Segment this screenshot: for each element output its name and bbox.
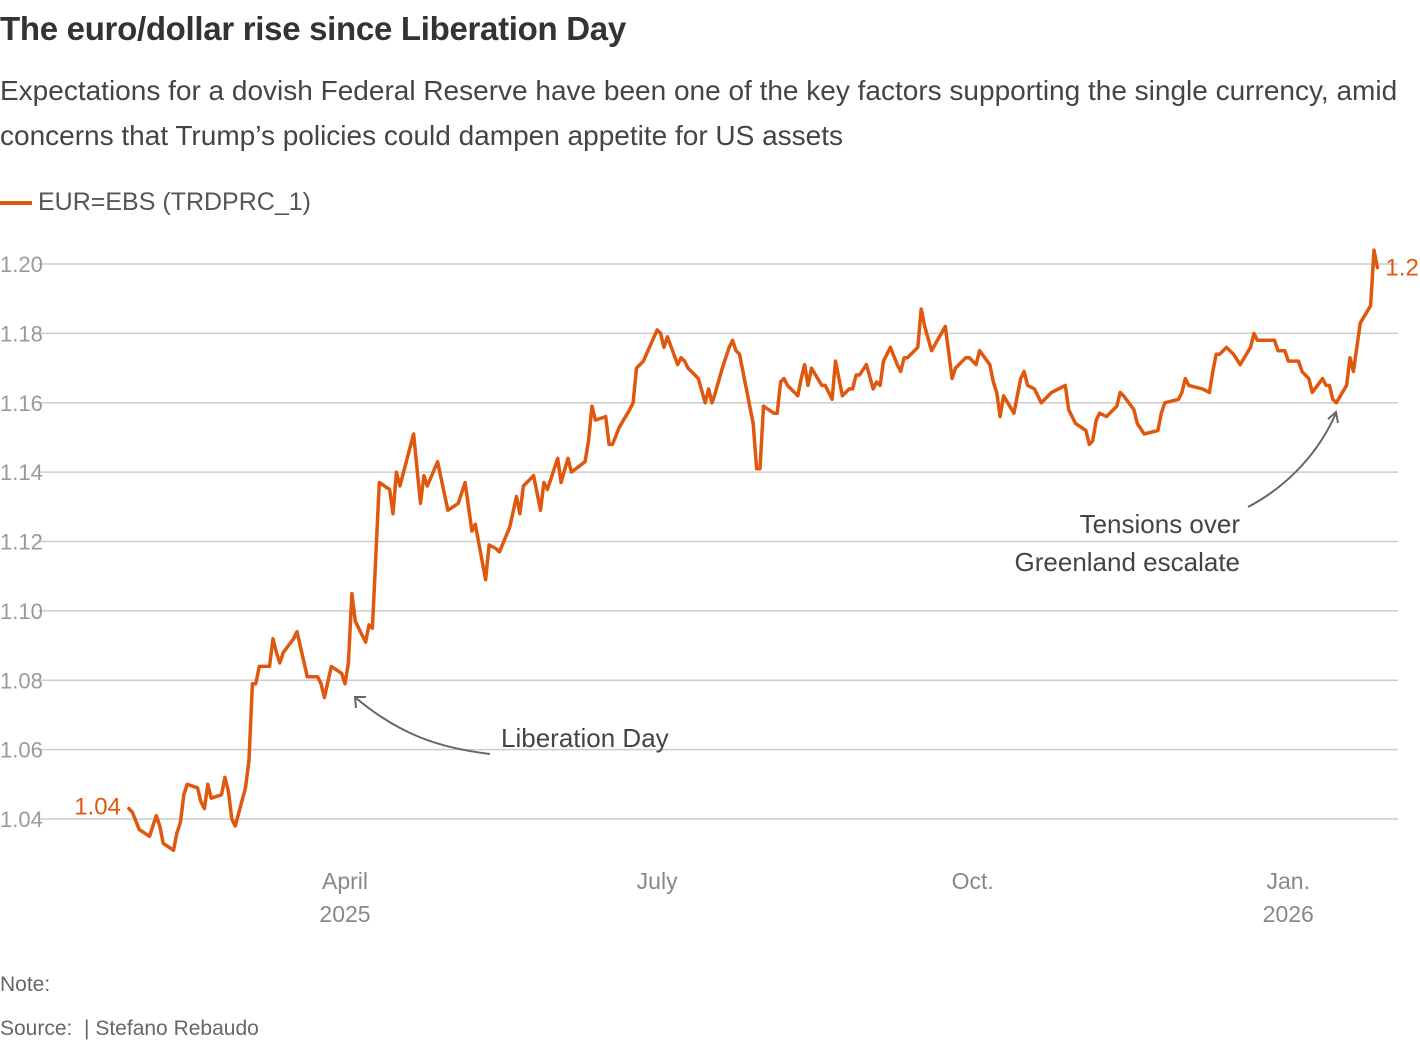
source-line: Source: | Stefano Rebaudo — [0, 1017, 259, 1041]
annotation-liberation-day: Liberation Day — [353, 696, 669, 755]
x-tick-year-label: 2025 — [319, 901, 370, 927]
legend-swatch-line-icon — [0, 200, 32, 205]
data-label-start: 1.04 — [74, 794, 121, 821]
legend: EUR=EBS (TRDPRC_1) — [0, 188, 311, 217]
annotation-label-line2: Greenland escalate — [1015, 547, 1240, 577]
legend-label: EUR=EBS (TRDPRC_1) — [38, 188, 311, 216]
y-tick-label: 1.08 — [0, 668, 43, 693]
x-tick-label: July — [637, 868, 678, 894]
arrowhead-icon — [1327, 410, 1339, 424]
y-axis-ticks: 1.20 1.18 1.16 1.14 1.12 1.10 1.08 1.06 1.04 — [0, 252, 43, 832]
source-label: Source: — [0, 1017, 73, 1040]
series-line-eur-ebs — [127, 248, 1380, 853]
annotation-label: Liberation Day — [501, 723, 669, 753]
x-tick-label: Jan. — [1267, 868, 1310, 894]
y-tick-label: 1.16 — [0, 391, 43, 416]
annotation-label-line1: Tensions over — [1080, 509, 1241, 539]
y-tick-label: 1.06 — [0, 738, 43, 763]
x-tick-year-label: 2026 — [1263, 901, 1314, 927]
y-tick-label: 1.14 — [0, 460, 43, 485]
y-tick-label: 1.18 — [0, 321, 43, 346]
chart-subtitle: Expectations for a dovish Federal Reserv… — [0, 75, 1398, 151]
footnote: Note: — [0, 973, 51, 996]
annotation-arrow-icon — [1247, 412, 1337, 508]
y-tick-label: 1.12 — [0, 530, 43, 555]
y-tick-label: 1.04 — [0, 807, 43, 832]
x-tick-label: April — [322, 868, 368, 894]
x-tick-label: Oct. — [952, 868, 994, 894]
x-axis-ticks: April 2025 July Oct. Jan. 2026 — [319, 868, 1313, 927]
y-tick-label: 1.20 — [0, 252, 43, 277]
annotation-arrow-icon — [355, 697, 491, 755]
chart-title: The euro/dollar rise since Liberation Da… — [0, 10, 626, 47]
data-label-end: 1.2 — [1385, 254, 1418, 281]
annotation-greenland: Tensions over Greenland escalate — [1015, 410, 1339, 577]
y-tick-label: 1.10 — [0, 599, 43, 624]
arrowhead-icon — [353, 696, 366, 709]
gridlines — [38, 263, 1398, 820]
source-credit: | Stefano Rebaudo — [84, 1017, 259, 1040]
